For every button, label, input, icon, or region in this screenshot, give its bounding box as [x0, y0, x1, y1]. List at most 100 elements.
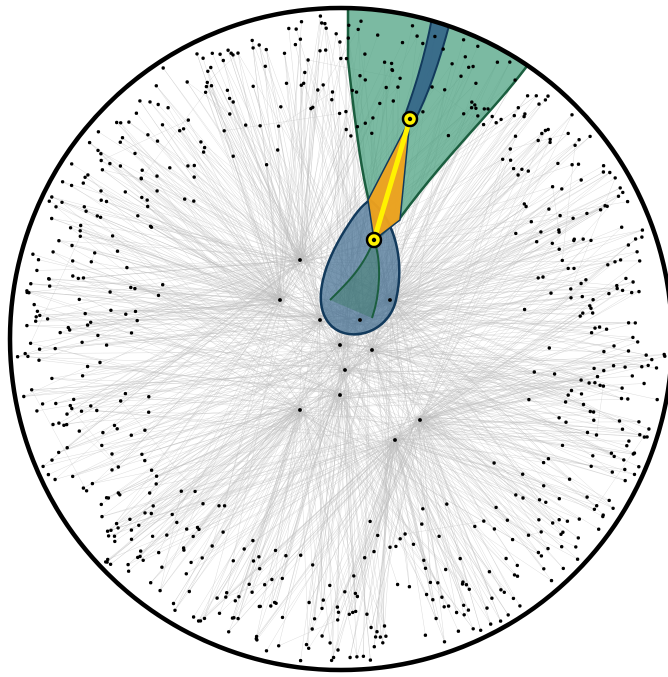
graph-node — [222, 129, 226, 133]
graph-node — [192, 199, 196, 203]
graph-edge — [349, 438, 393, 658]
graph-node — [50, 216, 54, 221]
graph-nodes — [15, 14, 667, 663]
graph-node — [346, 36, 350, 40]
graph-node — [140, 452, 144, 456]
graph-node — [473, 103, 477, 107]
graph-edge — [360, 322, 652, 360]
graph-node — [129, 433, 133, 437]
graph-node — [133, 309, 138, 314]
graph-node — [407, 585, 412, 589]
graph-node — [65, 412, 69, 416]
graph-node — [222, 504, 227, 508]
graph-edge — [420, 416, 613, 473]
graph-edge — [389, 302, 540, 520]
graph-node — [89, 404, 93, 408]
graph-node — [622, 458, 626, 462]
graph-node — [523, 112, 527, 116]
graph-edge — [97, 215, 343, 346]
graph-node — [258, 567, 262, 571]
graph-node — [421, 507, 425, 511]
graph-node — [150, 534, 155, 538]
graph-edge — [110, 291, 285, 299]
graph-node — [257, 43, 261, 47]
graph-edge — [559, 172, 610, 216]
graph-node — [623, 365, 627, 369]
graph-edge — [346, 365, 648, 438]
graph-edge — [416, 416, 592, 467]
graph-node — [461, 580, 465, 584]
graph-edge — [102, 169, 142, 180]
graph-edge — [207, 82, 324, 323]
query-point-icon[interactable] — [401, 110, 419, 128]
graph-node — [539, 554, 544, 558]
graph-edge — [97, 257, 300, 336]
graph-node — [556, 161, 560, 166]
graph-node — [304, 642, 309, 647]
graph-node — [60, 200, 64, 204]
graph-node — [96, 333, 100, 338]
graph-edge — [376, 188, 562, 349]
graph-node — [104, 343, 109, 347]
graph-edge — [72, 366, 346, 477]
graph-edge — [299, 409, 422, 525]
graph-edge — [101, 316, 365, 505]
graph-edge — [345, 293, 609, 375]
graph-edge — [343, 394, 371, 661]
graph-node — [570, 163, 574, 167]
graph-node — [610, 470, 614, 474]
graph-edge — [31, 389, 87, 491]
graph-edge — [422, 422, 514, 599]
graph-node — [569, 287, 573, 291]
graph-node — [250, 38, 254, 43]
graph-node — [126, 562, 130, 567]
graph-node — [363, 52, 367, 56]
graph-node — [299, 83, 303, 87]
graph-edge — [71, 395, 338, 409]
graph-node — [601, 384, 606, 388]
graph-edge — [369, 347, 491, 625]
graph-node — [372, 549, 376, 554]
graph-node — [613, 176, 617, 180]
graph-node — [112, 423, 117, 428]
graph-edge — [375, 352, 593, 457]
graph-node — [589, 331, 594, 335]
graph-node — [85, 323, 90, 327]
graph-edge — [374, 354, 425, 561]
graph-node — [320, 634, 324, 638]
graph-node — [83, 175, 87, 179]
graph-node — [638, 259, 642, 263]
graph-node — [442, 640, 447, 644]
query-point-icon[interactable] — [365, 231, 383, 249]
graph-node — [276, 124, 281, 128]
graph-edge — [228, 441, 397, 632]
graph-node — [225, 88, 230, 93]
graph-edge — [110, 310, 365, 320]
graph-node — [279, 105, 283, 109]
graph-node — [320, 21, 324, 25]
graph-node — [612, 454, 616, 459]
graph-edge — [346, 136, 516, 373]
graph-edge — [345, 366, 588, 433]
graph-edge — [389, 283, 582, 436]
graph-node — [514, 493, 518, 497]
graph-edge — [159, 491, 182, 591]
graph-node — [109, 528, 113, 532]
graph-node — [410, 24, 415, 28]
graph-edge — [349, 437, 398, 658]
graph-node — [598, 208, 603, 212]
graph-node — [450, 62, 454, 66]
graph-edge — [232, 414, 298, 619]
graph-node — [515, 563, 519, 568]
graph-node — [47, 277, 51, 281]
graph-edge — [120, 122, 277, 298]
graph-node — [106, 534, 111, 538]
graph-node — [149, 511, 153, 516]
graph-edge — [391, 439, 529, 536]
graph-node — [320, 606, 324, 611]
graph-edge — [200, 393, 340, 622]
graph-node — [592, 418, 596, 422]
graph-node — [165, 533, 169, 537]
graph-node — [309, 106, 313, 111]
graph-node — [331, 655, 336, 660]
